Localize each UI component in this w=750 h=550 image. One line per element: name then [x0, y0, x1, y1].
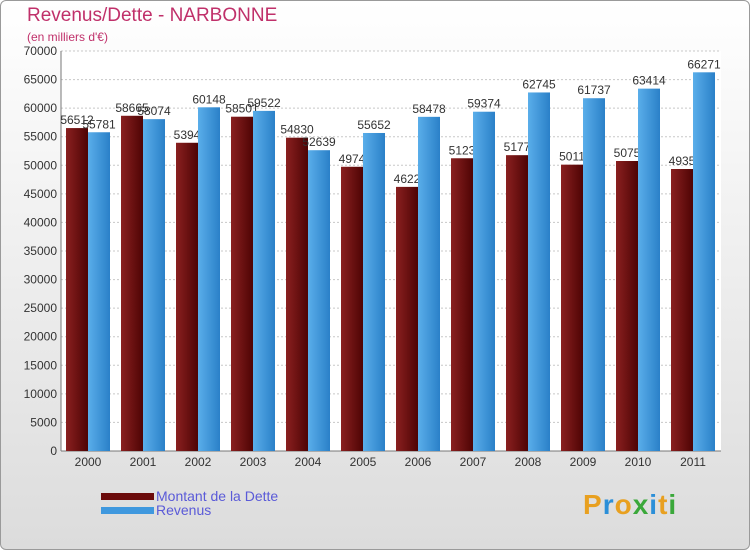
bar-revenus [528, 92, 550, 451]
legend-item-revenus: Revenus [101, 501, 211, 519]
data-label: 63414 [632, 74, 666, 88]
bar-dette [671, 169, 693, 451]
bar-revenus [473, 111, 495, 451]
x-tick-label: 2008 [515, 455, 542, 469]
bar-revenus [253, 110, 275, 452]
legend-swatch-revenus [101, 506, 154, 514]
y-tick-label: 70000 [24, 44, 58, 58]
data-label: 4622 [394, 172, 421, 186]
x-tick-label: 2003 [240, 455, 267, 469]
data-label: 58074 [137, 104, 171, 118]
y-tick-label: 60000 [24, 101, 58, 115]
data-label: 58501 [225, 102, 259, 116]
y-tick-label: 35000 [24, 244, 58, 258]
x-tick-label: 2007 [460, 455, 487, 469]
y-tick-label: 65000 [24, 73, 58, 87]
data-label: 54830 [280, 123, 314, 137]
y-tick-label: 15000 [24, 358, 58, 372]
x-tick-label: 2004 [295, 455, 322, 469]
legend-label-revenus: Revenus [156, 502, 212, 518]
data-label: 66271 [687, 57, 721, 71]
x-tick-label: 2005 [350, 455, 377, 469]
bar-dette [66, 128, 88, 451]
data-label: 5123 [449, 143, 476, 157]
data-label: 58665 [115, 101, 149, 115]
bar-revenus [418, 116, 440, 451]
bar-dette [176, 142, 198, 451]
y-tick-label: 0 [50, 444, 57, 458]
y-tick-label: 55000 [24, 130, 58, 144]
data-label: 61737 [577, 83, 611, 97]
data-label: 55652 [357, 118, 391, 132]
y-tick-label: 30000 [24, 273, 58, 287]
chart-title: Revenus/Dette - NARBONNE [27, 5, 278, 26]
x-tick-label: 2001 [130, 455, 157, 469]
data-label: 58478 [412, 102, 446, 116]
bar-revenus [693, 72, 715, 452]
data-label: 5075 [614, 146, 641, 160]
legend-swatch-dette [101, 492, 154, 500]
data-label: 5394 [174, 128, 201, 142]
bar-dette [231, 116, 253, 452]
data-label: 59522 [247, 96, 281, 110]
bar-dette [396, 186, 418, 451]
x-tick-label: 2009 [570, 455, 597, 469]
bar-revenus [198, 107, 220, 451]
data-label: 60148 [192, 92, 226, 106]
data-label: 4935 [669, 154, 696, 168]
legend-item-dette: Montant de la Dette [101, 487, 278, 505]
bar-dette [121, 115, 143, 452]
x-tick-label: 2006 [405, 455, 432, 469]
data-label: 59374 [467, 97, 501, 111]
y-tick-label: 25000 [24, 301, 58, 315]
data-label: 62745 [522, 77, 556, 91]
x-tick-label: 2000 [75, 455, 102, 469]
x-tick-label: 2002 [185, 455, 212, 469]
y-tick-label: 20000 [24, 330, 58, 344]
bar-revenus [88, 132, 110, 451]
y-tick-label: 5000 [30, 415, 57, 429]
y-tick-label: 40000 [24, 215, 58, 229]
bar-dette [616, 161, 638, 451]
y-tick-label: 50000 [24, 158, 58, 172]
y-tick-label: 45000 [24, 187, 58, 201]
data-label: 5011 [559, 150, 585, 164]
data-label: 52639 [302, 135, 336, 149]
proxiti-logo: Proxiti [583, 489, 678, 520]
bar-dette [506, 155, 528, 451]
chart-subtitle: (en milliers d'€) [27, 30, 108, 44]
legend-label-dette: Montant de la Dette [156, 488, 279, 504]
data-label: 55781 [82, 117, 116, 131]
bar-dette [451, 158, 473, 451]
bar-dette [286, 137, 308, 451]
data-label: 56512 [60, 113, 94, 127]
x-tick-label: 2011 [680, 455, 706, 469]
bar-revenus [308, 150, 330, 451]
data-label: 4974 [339, 152, 366, 166]
y-tick-label: 10000 [24, 387, 58, 401]
bar-dette [561, 164, 583, 451]
data-label: 5177 [504, 140, 531, 154]
bar-revenus [583, 98, 605, 452]
bar-revenus [143, 119, 165, 452]
bar-revenus [363, 132, 385, 451]
bar-dette [341, 166, 363, 451]
bar-revenus [638, 88, 660, 452]
x-tick-label: 2010 [625, 455, 652, 469]
